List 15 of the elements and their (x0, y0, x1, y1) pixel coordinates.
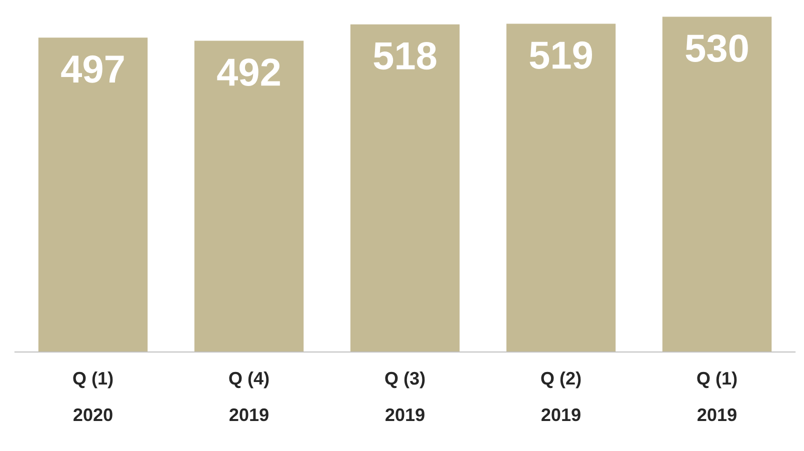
bar (350, 24, 460, 352)
x-tick-label: Q (2) 2019 (541, 371, 581, 422)
bar (662, 16, 772, 352)
data-label: 530 (686, 34, 748, 62)
data-label: 492 (217, 58, 280, 86)
x-tick-label: Q (1) 2020 (73, 371, 113, 422)
x-tick-label: Q (1) 2019 (697, 371, 737, 422)
data-label: 518 (374, 42, 436, 70)
bar (506, 24, 616, 352)
data-label: 519 (530, 41, 592, 69)
bar (194, 40, 304, 352)
bar (38, 38, 148, 352)
x-tick-label: Q (4) 2019 (229, 371, 269, 422)
data-label: 497 (61, 55, 124, 83)
x-tick-label: Q (3) 2019 (385, 371, 425, 422)
